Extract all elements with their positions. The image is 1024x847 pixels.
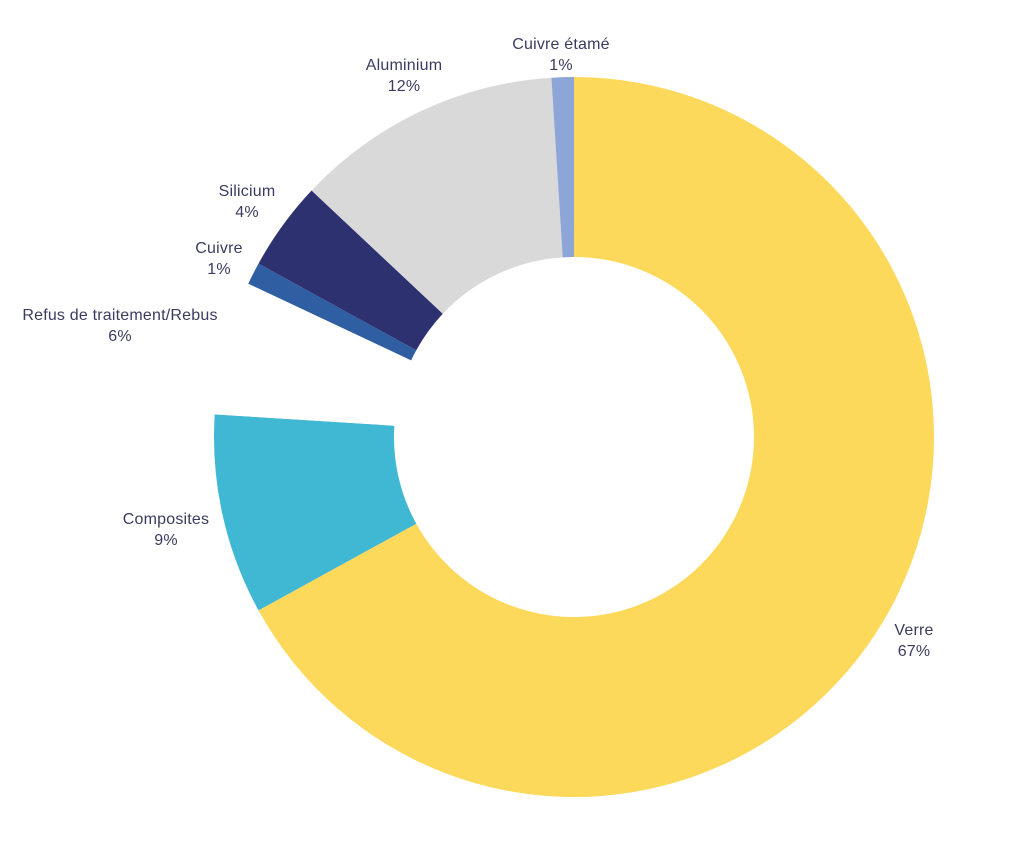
slice-label-composites: Composites 9% [123,509,209,551]
slice-label-value: 4% [235,204,259,221]
slice-label-name: Silicium [218,183,276,200]
slice-label-value: 9% [154,532,178,549]
slice-label-silicium: Silicium 4% [219,181,276,223]
slice-label-name: Aluminium [365,57,443,74]
slice-silicium[interactable] [258,190,443,351]
slice-label-value: 6% [108,328,132,345]
slice-composites[interactable] [214,414,417,611]
slice-label-name: Composites [122,511,210,528]
slice-label-name: Cuivre [195,240,243,257]
slice-cuivre[interactable] [248,263,417,361]
slice-label-value: 1% [207,261,231,278]
slice-label-name: Verre [894,622,934,639]
slice-label-value: 67% [897,643,931,660]
slice-refus-de-traitement-rebus[interactable] [214,283,412,426]
slice-label-refus-de-traitement-rebus: Refus de traitement/Rebus 6% [22,305,217,347]
slice-aluminium[interactable] [311,77,563,314]
slice-label-verre: Verre 67% [894,620,933,662]
slice-label-value: 1% [549,57,573,74]
slice-label-name: Refus de traitement/Rebus [22,307,218,324]
slice-label-cuivre-etame: Cuivre étamé 1% [512,34,610,76]
slice-label-name: Cuivre étamé [512,36,610,53]
slice-verre[interactable] [258,77,935,797]
slice-label-cuivre: Cuivre 1% [195,238,242,280]
slice-label-aluminium: Aluminium 12% [366,55,443,97]
slice-cuivre-etame[interactable] [551,77,574,258]
slice-label-value: 12% [387,78,421,95]
